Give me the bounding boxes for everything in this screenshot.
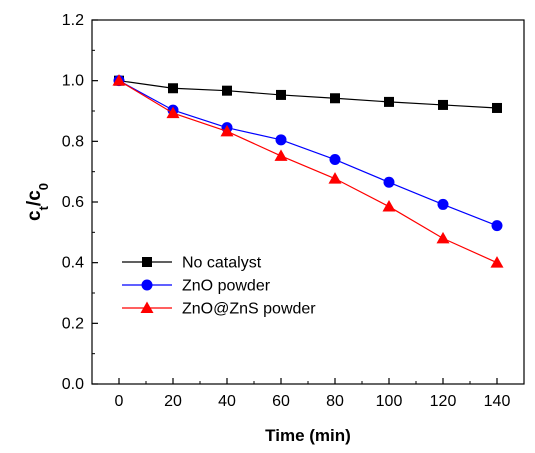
legend-item: ZnO@ZnS powder (122, 301, 316, 318)
data-point (383, 176, 395, 188)
legend: No catalyst ZnO powder ZnO@ZnS powder (122, 255, 316, 318)
y-axis-label: ct/c0 (24, 183, 51, 221)
data-point (384, 96, 394, 107)
y-tick-label: 0.6 (62, 194, 84, 211)
data-point (329, 154, 341, 166)
series-line (118, 80, 498, 109)
data-point (492, 102, 502, 113)
data-point (220, 124, 234, 137)
data-point (382, 200, 396, 212)
series-2 (113, 75, 503, 232)
y-axis-label-sub-0: 0 (36, 183, 51, 190)
legend-item: No catalyst (122, 255, 262, 272)
x-axis-label: Time (min) (265, 426, 351, 445)
data-point (330, 93, 340, 104)
legend-marker (142, 257, 152, 267)
plot-frame (91, 19, 525, 385)
x-tick-label: 40 (218, 393, 236, 410)
legend-label: No catalyst (182, 255, 262, 272)
series-3 (112, 74, 504, 268)
y-tick-label: 0.8 (62, 133, 84, 150)
y-axis-label-c: c (24, 210, 45, 221)
x-tick-label: 100 (376, 393, 403, 410)
data-point (276, 89, 286, 100)
series-layer (112, 74, 504, 268)
series-line (118, 80, 498, 264)
data-point (166, 106, 180, 119)
data-point (275, 134, 287, 146)
y-axis: 0.0 0.2 0.4 0.6 0.8 1.0 1.2 (62, 12, 98, 393)
legend-label: ZnO@ZnS powder (182, 301, 316, 318)
y-tick-label: 0.0 (62, 376, 84, 393)
series-line (118, 80, 498, 227)
y-axis-label-slash-c: /c (24, 190, 45, 206)
data-point (168, 83, 178, 94)
data-point (437, 198, 449, 210)
data-point (328, 172, 342, 184)
data-point (491, 220, 503, 232)
x-tick-label: 0 (115, 393, 124, 410)
x-tick-label: 60 (272, 393, 290, 410)
y-tick-label: 0.4 (62, 255, 84, 272)
x-tick-label: 80 (326, 393, 344, 410)
x-tick-label: 20 (164, 393, 182, 410)
data-point (112, 74, 126, 86)
x-tick-label: 140 (484, 393, 511, 410)
legend-marker (140, 301, 154, 313)
legend-item: ZnO powder (122, 278, 271, 295)
data-point (438, 99, 448, 110)
data-point (490, 256, 504, 268)
y-tick-label: 1.0 (62, 73, 84, 90)
y-tick-label: 0.2 (62, 315, 84, 332)
data-point (436, 231, 450, 244)
legend-marker (141, 279, 153, 291)
x-axis: 0 20 40 60 80 100 120 140 (91, 378, 511, 410)
data-point (274, 149, 288, 161)
data-point (222, 85, 232, 96)
legend-label: ZnO powder (182, 278, 271, 295)
y-tick-label: 1.2 (62, 12, 84, 29)
x-tick-label: 120 (430, 393, 457, 410)
y-axis-label-sub-t: t (36, 205, 51, 210)
